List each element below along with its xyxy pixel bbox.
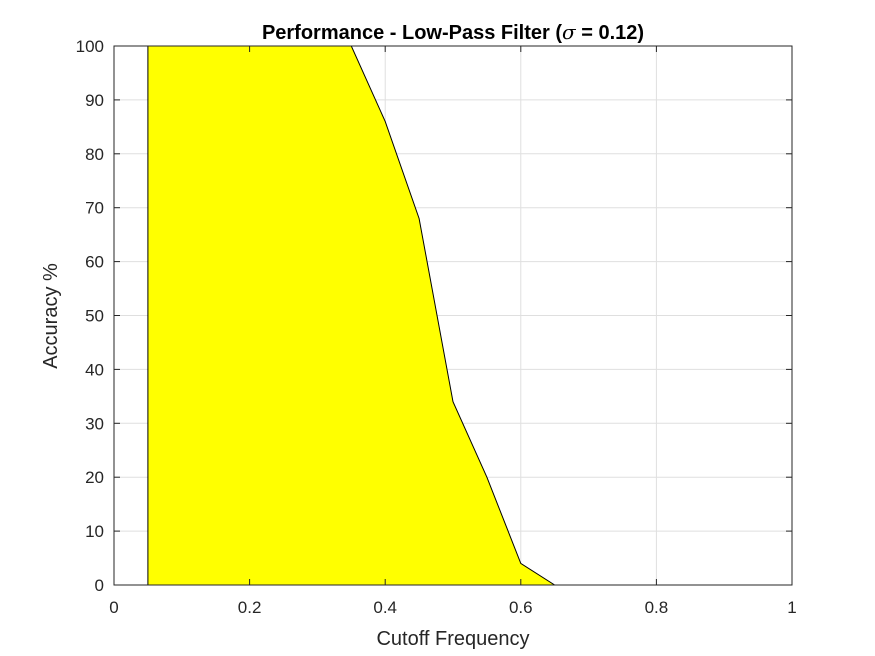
x-tick-label: 0.8 (645, 598, 669, 617)
chart-title: Performance - Low-Pass Filter (σ = 0.12) (262, 20, 644, 44)
y-tick-label: 0 (95, 576, 104, 595)
y-axis-label: Accuracy % (40, 263, 62, 369)
y-tick-label: 40 (85, 360, 104, 379)
chart-title-sigma: σ (562, 20, 577, 44)
y-tick-label: 80 (85, 145, 104, 164)
y-tick-label: 90 (85, 91, 104, 110)
y-tick-label: 60 (85, 253, 104, 272)
x-axis-ticks: 0 0.2 0.4 0.6 0.8 1 (109, 46, 797, 617)
y-tick-label: 100 (76, 37, 104, 56)
y-tick-label: 10 (85, 522, 104, 541)
y-tick-label: 70 (85, 199, 104, 218)
y-tick-label: 20 (85, 468, 104, 487)
chart-title-tail: = 0.12) (576, 22, 644, 44)
x-tick-label: 0.6 (509, 598, 533, 617)
chart-title-main: Performance - Low-Pass Filter ( (262, 22, 562, 44)
x-tick-label: 0.4 (373, 598, 397, 617)
y-tick-label: 50 (85, 307, 104, 326)
x-tick-label: 1 (787, 598, 796, 617)
x-axis-label: Cutoff Frequency (376, 628, 529, 650)
x-tick-label: 0.2 (238, 598, 262, 617)
x-tick-label: 0 (109, 598, 118, 617)
y-axis-ticks: 0 10 20 30 40 50 60 70 80 90 100 (76, 37, 792, 595)
y-tick-label: 30 (85, 414, 104, 433)
